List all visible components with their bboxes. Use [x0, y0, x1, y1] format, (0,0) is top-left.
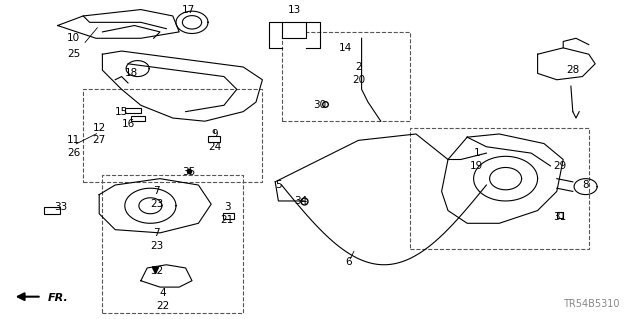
Text: 23: 23: [150, 199, 163, 209]
Text: 23: 23: [150, 241, 163, 251]
Text: 7: 7: [154, 186, 160, 197]
Text: FR.: FR.: [48, 293, 68, 303]
Text: 21: 21: [221, 215, 234, 225]
Bar: [44, 207, 60, 214]
Text: 12: 12: [93, 122, 106, 133]
Text: 15: 15: [115, 107, 128, 117]
Bar: [208, 136, 220, 142]
Text: 24: 24: [208, 142, 221, 152]
Text: TR54B5310: TR54B5310: [563, 300, 620, 309]
Text: 7: 7: [154, 228, 160, 238]
Text: 8: 8: [582, 180, 589, 190]
Text: 34: 34: [294, 196, 307, 206]
Text: 4: 4: [160, 288, 166, 299]
Text: 13: 13: [288, 4, 301, 15]
Text: 19: 19: [470, 161, 483, 171]
Text: 33: 33: [54, 202, 67, 212]
Bar: [282, 22, 306, 38]
Text: 28: 28: [566, 65, 579, 75]
Bar: [131, 116, 145, 121]
Text: 26: 26: [67, 148, 80, 158]
Text: 10: 10: [67, 33, 80, 43]
Text: 3: 3: [224, 202, 230, 212]
Text: 35: 35: [182, 167, 195, 177]
Text: 18: 18: [125, 68, 138, 78]
Text: 2: 2: [355, 62, 362, 72]
Bar: [223, 213, 234, 219]
Text: 16: 16: [122, 119, 134, 130]
Text: 20: 20: [352, 75, 365, 85]
Text: 1: 1: [474, 148, 480, 158]
Text: 6: 6: [346, 256, 352, 267]
Text: 5: 5: [275, 180, 282, 190]
Text: 14: 14: [339, 43, 352, 53]
Text: 30: 30: [314, 100, 326, 110]
Text: 25: 25: [67, 49, 80, 59]
Bar: [125, 108, 141, 113]
Text: 32: 32: [150, 266, 163, 276]
Text: 31: 31: [554, 212, 566, 222]
Text: 11: 11: [67, 135, 80, 145]
Text: 9: 9: [211, 129, 218, 139]
Text: 17: 17: [182, 4, 195, 15]
Text: 29: 29: [554, 161, 566, 171]
Text: 22: 22: [157, 301, 170, 311]
Text: 27: 27: [93, 135, 106, 145]
